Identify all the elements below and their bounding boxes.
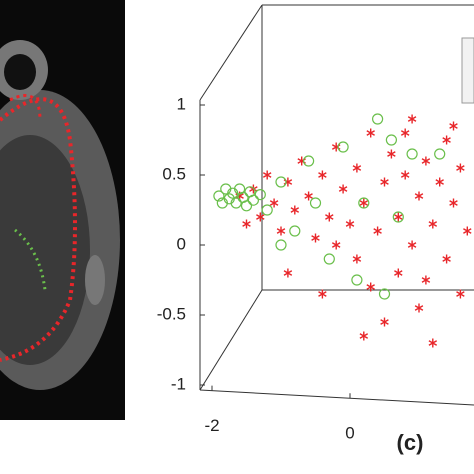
- point: [311, 233, 320, 243]
- point: [428, 219, 438, 229]
- y-tick-label: 0: [177, 234, 186, 253]
- point: [323, 253, 335, 265]
- point: [318, 170, 327, 180]
- point: [366, 282, 375, 292]
- point: [428, 338, 438, 348]
- point: [261, 204, 273, 216]
- point: [394, 268, 403, 278]
- point: [434, 148, 446, 160]
- point: [240, 200, 253, 212]
- point: [406, 148, 418, 160]
- y-tick-label: 0.5: [162, 164, 186, 183]
- point: [400, 170, 410, 180]
- point: [303, 155, 315, 167]
- point: [394, 212, 403, 222]
- point: [449, 121, 458, 131]
- point: [421, 275, 431, 285]
- point: [351, 274, 363, 286]
- point: [449, 198, 458, 208]
- point: [400, 128, 410, 138]
- point: [345, 219, 355, 229]
- mri-panel: [0, 0, 125, 420]
- point: [463, 226, 472, 236]
- point: [392, 211, 404, 223]
- point: [352, 163, 362, 173]
- point: [385, 134, 397, 146]
- point: [442, 135, 451, 145]
- point: [456, 289, 465, 299]
- point: [414, 303, 424, 313]
- point: [318, 289, 327, 299]
- y-tick-label: 1: [177, 94, 186, 113]
- point: [254, 189, 266, 201]
- point: [338, 184, 348, 194]
- point: [407, 114, 417, 124]
- point: [456, 163, 465, 173]
- point: [309, 197, 322, 209]
- x-tick-label: 0: [345, 424, 354, 443]
- point: [372, 113, 384, 125]
- point: [230, 197, 242, 209]
- legend-stub: [461, 37, 474, 104]
- y-tick-label: -1: [171, 374, 186, 393]
- point: [256, 212, 265, 222]
- point: [289, 225, 301, 237]
- point: [373, 226, 382, 236]
- point: [414, 191, 424, 201]
- point: [435, 177, 444, 187]
- point: [442, 254, 451, 264]
- point: [387, 149, 396, 159]
- point: [304, 191, 313, 201]
- panel-label: (c): [397, 430, 424, 455]
- point: [325, 212, 334, 222]
- x-tick-label: -2: [204, 416, 219, 435]
- point: [358, 197, 370, 209]
- point: [380, 317, 389, 327]
- point: [269, 198, 279, 208]
- point: [352, 254, 362, 264]
- point: [247, 194, 259, 206]
- point: [366, 128, 375, 138]
- point: [283, 268, 293, 278]
- point: [276, 226, 286, 236]
- point: [407, 240, 417, 250]
- y-tick-label: -0.5: [157, 304, 186, 323]
- point: [290, 205, 300, 215]
- point: [275, 176, 287, 188]
- point: [213, 190, 225, 202]
- point: [359, 198, 369, 208]
- point: [359, 331, 369, 341]
- point: [378, 288, 391, 300]
- point: [262, 170, 272, 180]
- point: [421, 156, 431, 166]
- point: [331, 240, 341, 250]
- point: [380, 177, 389, 187]
- point: [275, 239, 287, 251]
- point: [242, 219, 251, 229]
- point: [337, 141, 349, 153]
